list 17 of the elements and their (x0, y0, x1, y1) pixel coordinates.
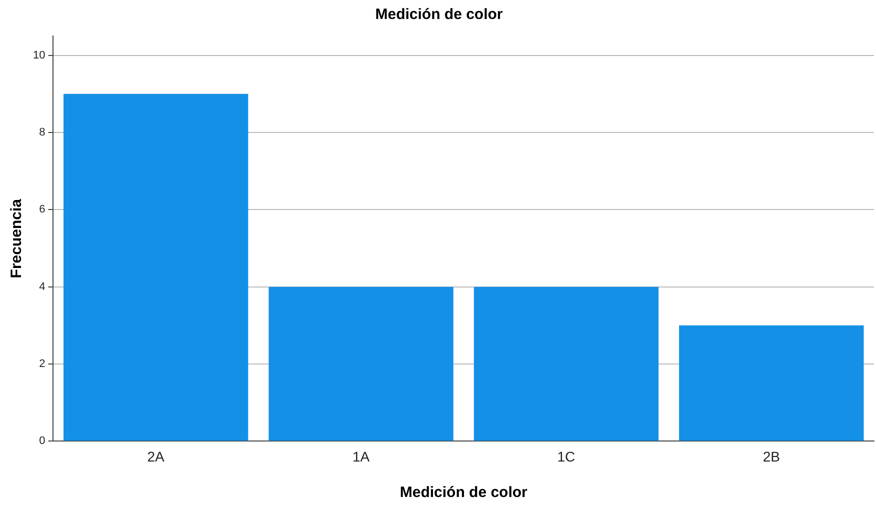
bar (679, 325, 864, 441)
x-tick-label: 1A (352, 448, 370, 464)
x-tick-label: 2B (762, 448, 780, 464)
x-tick-label: 2A (147, 448, 166, 464)
y-tick-label: 6 (39, 204, 46, 216)
x-axis-title: Medición de color (400, 484, 528, 502)
y-axis-title: Frecuencia (8, 198, 26, 278)
y-tick-label: 4 (39, 280, 46, 293)
y-tick-label: 8 (39, 126, 46, 139)
bar (63, 94, 248, 441)
y-tick-label: 10 (32, 49, 46, 62)
bar (268, 286, 454, 441)
bar (474, 286, 659, 441)
y-tick-label: 2 (39, 358, 46, 370)
y-tick-label: 0 (39, 435, 46, 448)
x-tick-label: 1C (557, 448, 576, 464)
chart-title: Medición de color (375, 6, 503, 24)
